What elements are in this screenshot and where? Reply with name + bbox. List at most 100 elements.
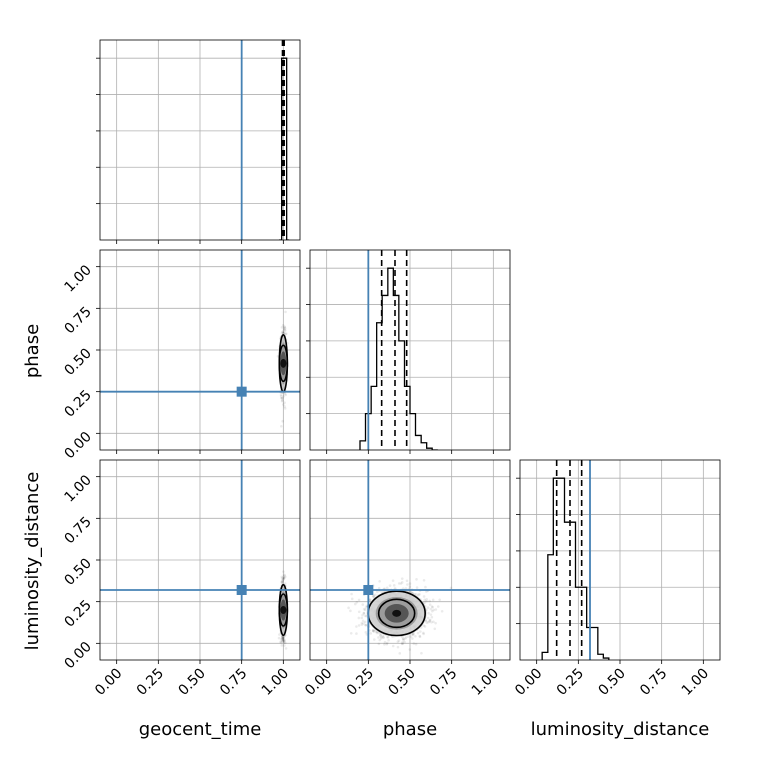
sample-point	[281, 396, 284, 400]
ytick-label: 0.50	[61, 556, 94, 589]
sample-point	[282, 639, 286, 643]
sample-point	[372, 638, 376, 641]
sample-point	[402, 637, 405, 641]
sample-point	[431, 605, 434, 609]
plot-area	[310, 250, 510, 450]
sample-point	[282, 637, 286, 640]
sample-point	[406, 635, 410, 639]
sample-point	[432, 620, 435, 624]
sample-point	[432, 608, 435, 612]
plot-area	[100, 40, 300, 240]
sample-point	[408, 585, 412, 589]
sample-point	[371, 594, 375, 598]
panel-luminosity_distance-luminosity_distance: 0.00 0.25 0.50 0.75 1.00	[512, 459, 721, 699]
sample-point	[438, 598, 442, 602]
truth-marker	[236, 386, 247, 397]
sample-point	[281, 638, 284, 641]
sample-point	[282, 327, 286, 330]
sample-point	[279, 638, 283, 641]
sample-point	[417, 593, 420, 597]
sample-point	[347, 606, 350, 610]
xtick-label: 0.00	[512, 666, 545, 699]
sample-point	[372, 630, 376, 633]
sample-point	[372, 629, 375, 633]
contour-1	[278, 593, 289, 627]
sample-point	[414, 642, 418, 646]
sample-point	[282, 577, 285, 581]
sample-point	[425, 599, 428, 603]
sample-point	[423, 625, 427, 628]
sample-point	[379, 633, 382, 637]
xtick-label: 0.50	[595, 666, 628, 699]
sample-point	[281, 419, 284, 423]
sample-point	[284, 647, 288, 650]
sample-point	[282, 640, 286, 643]
sample-point	[282, 576, 286, 580]
sample-point	[400, 581, 404, 584]
sample-point	[397, 639, 401, 642]
sample-point	[357, 610, 361, 614]
sample-point	[355, 625, 358, 628]
sample-point	[391, 644, 395, 648]
sample-point	[364, 623, 368, 627]
sample-point	[398, 652, 402, 655]
sample-point	[403, 640, 406, 644]
sample-point	[426, 616, 430, 620]
ylabel-luminosity_distance: luminosity_distance	[22, 472, 43, 651]
sample-point	[281, 579, 284, 583]
sample-point	[350, 597, 354, 601]
ytick-label: 0.00	[61, 639, 94, 672]
sample-point	[378, 579, 381, 583]
xtick-label: 0.25	[134, 666, 167, 699]
sample-point	[386, 635, 390, 639]
sample-point	[276, 354, 280, 358]
sample-point	[281, 635, 285, 639]
sample-point	[284, 310, 287, 314]
sample-point	[282, 575, 285, 578]
sample-point	[284, 393, 288, 397]
sample-point	[369, 598, 372, 601]
sample-point	[422, 579, 426, 582]
sample-point	[404, 637, 407, 640]
sample-point	[281, 638, 285, 641]
xtick-label: 0.25	[344, 666, 377, 699]
xtick-label: 1.00	[679, 666, 712, 699]
sample-point	[281, 577, 285, 581]
sample-point	[349, 609, 352, 613]
sample-point	[374, 593, 377, 597]
sample-point	[409, 635, 413, 638]
sample-point	[350, 592, 353, 596]
sample-point	[401, 642, 404, 645]
sample-point	[283, 325, 286, 328]
sample-point	[280, 644, 284, 647]
sample-point	[418, 634, 422, 638]
xtick-label: 0.25	[554, 666, 587, 699]
sample-point	[396, 645, 400, 649]
panel-geocent_time-geocent_time	[96, 39, 301, 244]
sample-point	[428, 603, 432, 606]
ytick-label: 0.25	[61, 597, 94, 630]
plot-area	[520, 460, 720, 660]
sample-point	[388, 584, 392, 587]
sample-point	[280, 575, 284, 579]
truth-marker	[363, 585, 374, 595]
sample-point	[378, 638, 382, 642]
sample-point	[434, 621, 437, 625]
sample-point	[362, 607, 366, 611]
sample-point	[281, 330, 285, 333]
sample-point	[360, 616, 364, 620]
ytick-label: 0.25	[61, 387, 94, 420]
sample-point	[363, 620, 367, 624]
ytick-label: 1.00	[61, 262, 94, 295]
sample-point	[431, 598, 435, 602]
sample-point	[424, 585, 427, 589]
sample-point	[353, 602, 357, 606]
sample-point	[440, 609, 444, 613]
sample-point	[283, 407, 287, 410]
sample-point	[282, 570, 285, 573]
ytick-label: 1.00	[61, 472, 94, 505]
sample-point	[280, 325, 284, 329]
sample-point	[283, 644, 286, 647]
sample-point	[377, 642, 381, 646]
sample-point	[284, 575, 287, 579]
